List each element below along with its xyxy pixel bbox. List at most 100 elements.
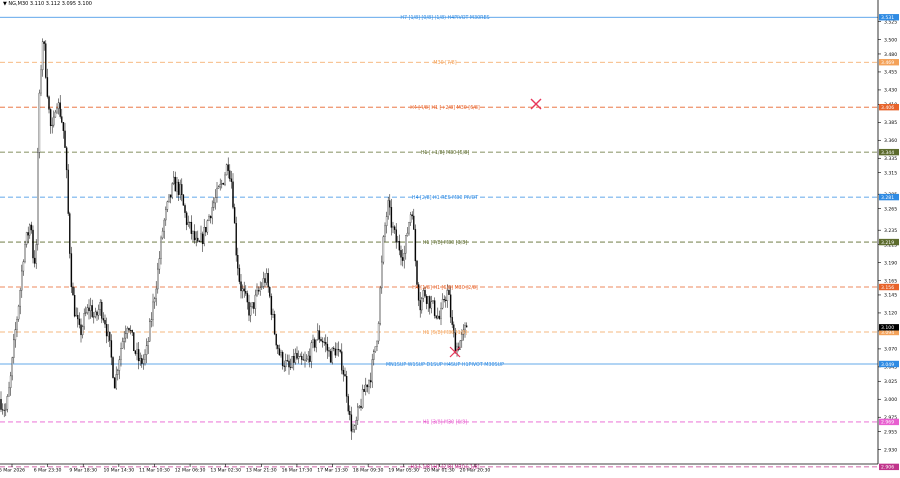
candle-body: [253, 302, 255, 309]
candles: [0, 38, 468, 440]
y-tick-label: 2.955: [884, 429, 897, 435]
y-tick-label: 3.145: [884, 293, 897, 299]
candle-body: [118, 359, 121, 371]
candle-body: [51, 124, 53, 127]
candle-body: [94, 311, 97, 317]
candle-body: [374, 346, 377, 352]
candle-body: [163, 219, 165, 232]
candle-body: [424, 290, 426, 297]
level-price-tag: [879, 148, 899, 156]
candle-body: [227, 164, 229, 171]
candle-body: [211, 207, 213, 219]
y-tick-label: 3.335: [884, 156, 897, 162]
candle-body: [81, 326, 84, 336]
candle-body: [296, 352, 298, 359]
candle-body: [46, 77, 49, 97]
candle-body: [421, 298, 423, 311]
candle-body: [30, 224, 33, 231]
candle-body: [387, 200, 389, 217]
candle-body: [299, 355, 301, 357]
candle-body: [313, 339, 316, 348]
level-price-tag: [879, 14, 899, 21]
candle-body: [33, 257, 36, 264]
candle-body: [344, 374, 346, 377]
candle-body: [128, 328, 130, 331]
candle-body: [1, 409, 4, 411]
candle-body: [269, 287, 271, 297]
candle-body: [379, 287, 381, 324]
level-label: H4 [-1/8] H1 [2/8] M30 [-1/8]: [410, 465, 479, 471]
candle-body: [136, 349, 138, 354]
candle-body: [181, 184, 183, 196]
candle-body: [48, 96, 50, 110]
candle-body: [99, 302, 101, 310]
candle-body: [5, 408, 7, 411]
candle-body: [64, 130, 66, 148]
candle-body: [190, 221, 193, 234]
candle-body: [273, 314, 276, 335]
candle-body: [45, 43, 47, 78]
candle-body: [465, 325, 468, 328]
level-price-tag: [879, 238, 899, 246]
candle-body: [285, 360, 287, 368]
level-price-tag-text: 3.344: [881, 150, 894, 156]
candle-body: [289, 366, 292, 368]
candle-body: [16, 319, 18, 330]
candle-body: [350, 414, 353, 432]
candle-body: [150, 319, 153, 322]
y-tick-label: 3.525: [884, 19, 897, 25]
x-tick-label: 16 Mar 17:30: [282, 468, 313, 474]
level-label: H4 [4/8] H1 [+2/8] M30 [6/8]: [410, 105, 480, 111]
level-price-tag: [879, 193, 899, 201]
y-tick-label: 3.190: [884, 260, 897, 266]
x-tick-label: 10 Mar 14:30: [104, 468, 135, 474]
candle-body: [56, 108, 58, 113]
candle-body: [53, 116, 55, 126]
candle-body: [3, 409, 5, 411]
level-label: H1 [5/8] M30 [1/8]: [423, 330, 468, 336]
level-price-tag-text: 3.219: [881, 240, 894, 246]
level-label: H4 [2/8] H1 RES M30 PIVOT: [412, 195, 478, 201]
price-tags: 3.531 3.469 3.406 3.344 3.281 3.219 3.156 3.094…: [879, 14, 899, 471]
candle-body: [240, 281, 242, 292]
candle-body: [67, 169, 69, 214]
candle-body: [305, 358, 308, 361]
candle-body: [139, 358, 141, 362]
candle-body: [160, 237, 162, 259]
candle-body: [165, 209, 167, 221]
candle-body: [411, 214, 413, 217]
candle-body: [325, 341, 327, 345]
level-price-tag-text: 3.156: [881, 285, 894, 291]
candle-body: [385, 216, 388, 227]
candle-body: [86, 307, 89, 314]
candle-body: [144, 354, 146, 360]
x-tick-label: 20 Mar 01:30: [424, 468, 455, 474]
candle-body: [329, 351, 332, 363]
y-tick-label: 3.120: [884, 311, 897, 317]
candle-body: [65, 147, 68, 171]
candle-body: [440, 307, 442, 319]
candle-body: [182, 194, 185, 206]
candle-body: [70, 253, 73, 288]
candle-body: [126, 328, 129, 334]
candle-body: [259, 287, 261, 292]
candle-body: [245, 291, 247, 294]
candle-body: [270, 296, 273, 315]
candle-body: [134, 350, 137, 354]
candle-body: [19, 290, 21, 307]
y-tick-label: 3.045: [884, 365, 897, 371]
candle-body: [158, 258, 161, 270]
candle-body: [195, 237, 197, 241]
candle-body: [429, 296, 431, 309]
candle-body: [443, 299, 445, 301]
candle-body: [203, 227, 205, 245]
candle-body: [21, 270, 23, 291]
candle-body: [120, 348, 122, 360]
candle-body: [341, 351, 343, 371]
x-tick-label: 18 Mar 09:30: [353, 468, 384, 474]
candle-body: [121, 341, 124, 349]
candle-body: [342, 369, 345, 375]
candle-body: [185, 212, 188, 225]
